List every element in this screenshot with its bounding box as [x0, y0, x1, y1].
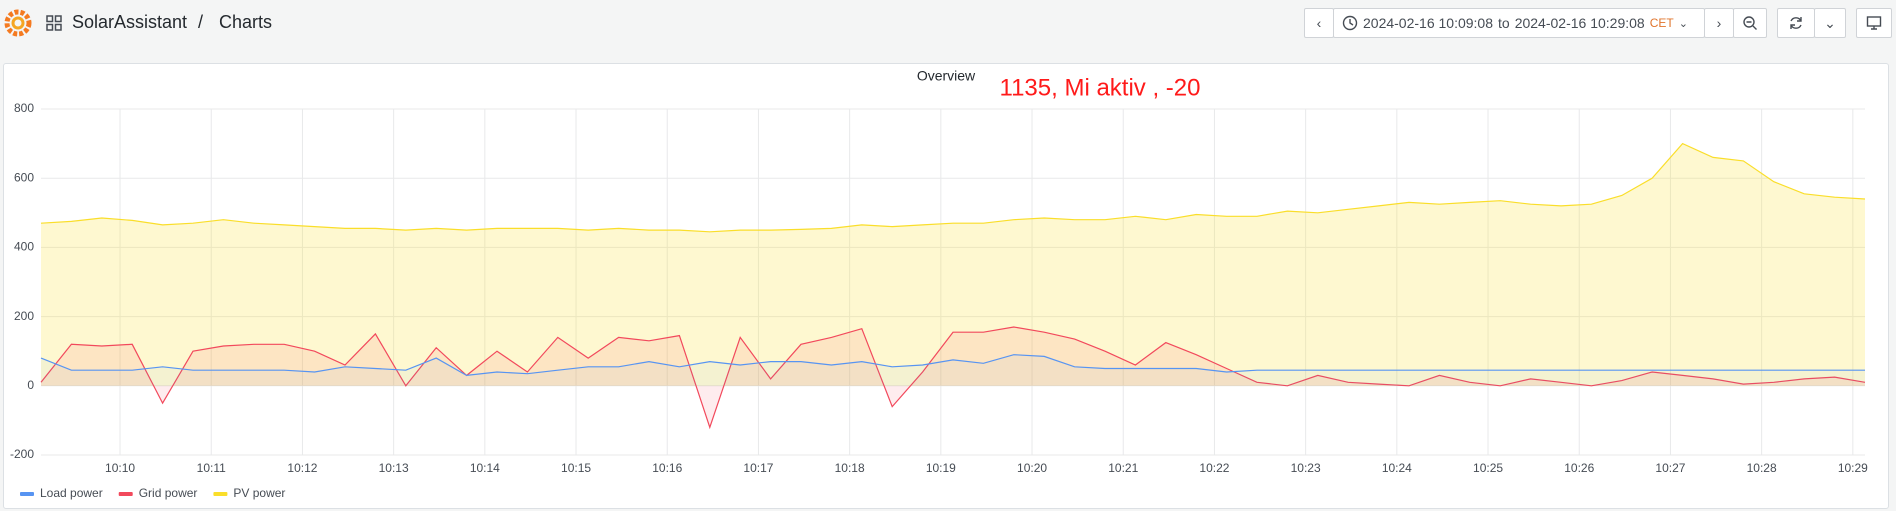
x-tick-label: 10:19 — [926, 461, 956, 475]
x-tick-label: 10:26 — [1564, 461, 1594, 475]
time-from: 2024-02-16 10:09:08 — [1363, 15, 1493, 31]
x-tick-label: 10:16 — [652, 461, 682, 475]
refresh-interval-button[interactable]: ⌄ — [1814, 8, 1846, 38]
x-tick-label: 10:24 — [1382, 461, 1412, 475]
refresh-button[interactable] — [1777, 8, 1815, 38]
legend-item[interactable]: Load power — [20, 486, 103, 500]
series-area — [41, 143, 1865, 386]
y-tick-label: -200 — [10, 447, 34, 461]
series-line — [40, 354, 1865, 377]
series-line — [40, 326, 1866, 430]
panel — [3, 63, 1889, 509]
panel-title: Overview — [917, 68, 976, 84]
shift-forward-button[interactable]: › — [1704, 8, 1734, 38]
x-tick-label: 10:25 — [1473, 461, 1503, 475]
x-tick-label: 10:22 — [1199, 461, 1229, 475]
x-tick-label: 10:21 — [1108, 461, 1138, 475]
series-area — [41, 327, 1865, 428]
tv-mode-button[interactable] — [1856, 8, 1892, 38]
series-area — [41, 354, 1865, 386]
y-tick-label: 0 — [27, 378, 34, 392]
series-line — [40, 142, 1866, 233]
legend-swatch — [118, 492, 133, 496]
legend-label: PV power — [233, 486, 285, 500]
legend-swatch — [20, 492, 34, 496]
legend-label: Load power — [40, 486, 103, 500]
annotation: 1135, Mi aktiv , -20 — [1000, 74, 1201, 101]
x-tick-label: 10:27 — [1655, 461, 1685, 475]
legend-swatch — [213, 492, 228, 496]
time-to: 2024-02-16 10:29:08 — [1514, 15, 1645, 31]
legend-item[interactable]: Grid power — [118, 486, 198, 500]
x-tick-label: 10:14 — [470, 461, 500, 475]
zoom-out-button[interactable] — [1733, 8, 1767, 38]
clock-icon — [1342, 15, 1358, 31]
time-to-word: to — [1498, 15, 1510, 31]
x-tick-label: 10:20 — [1017, 461, 1047, 475]
grafana-logo[interactable] — [4, 8, 32, 38]
x-tick-label: 10:29 — [1838, 461, 1868, 475]
x-tick-label: 10:17 — [743, 461, 773, 475]
apps-icon — [46, 15, 62, 31]
y-tick-label: 200 — [14, 309, 34, 323]
x-tick-label: 10:28 — [1747, 461, 1777, 475]
x-tick-label: 10:11 — [197, 461, 226, 475]
x-tick-label: 10:18 — [835, 461, 865, 475]
breadcrumb-separator: / — [198, 12, 204, 32]
top-bar: SolarAssistant / Charts ‹ 2024-02-16 10:… — [0, 0, 1896, 46]
y-tick-label: 800 — [14, 101, 34, 115]
x-tick-label: 10:12 — [287, 461, 317, 475]
timezone: CET — [1649, 16, 1674, 30]
x-tick-label: 10:10 — [105, 461, 135, 475]
breadcrumb-app[interactable]: SolarAssistant — [72, 12, 188, 32]
breadcrumb-page: Charts — [219, 12, 273, 32]
x-tick-label: 10:15 — [561, 461, 591, 475]
legend-item[interactable]: PV power — [213, 486, 285, 500]
y-tick-label: 600 — [14, 170, 34, 184]
x-tick-label: 10:13 — [379, 461, 409, 475]
y-tick-label: 400 — [14, 240, 34, 254]
time-range-picker[interactable]: 2024-02-16 10:09:08 to 2024-02-16 10:29:… — [1333, 8, 1705, 38]
x-tick-label: 10:23 — [1291, 461, 1321, 475]
shift-back-button[interactable]: ‹ — [1304, 8, 1334, 38]
legend-label: Grid power — [139, 486, 198, 500]
